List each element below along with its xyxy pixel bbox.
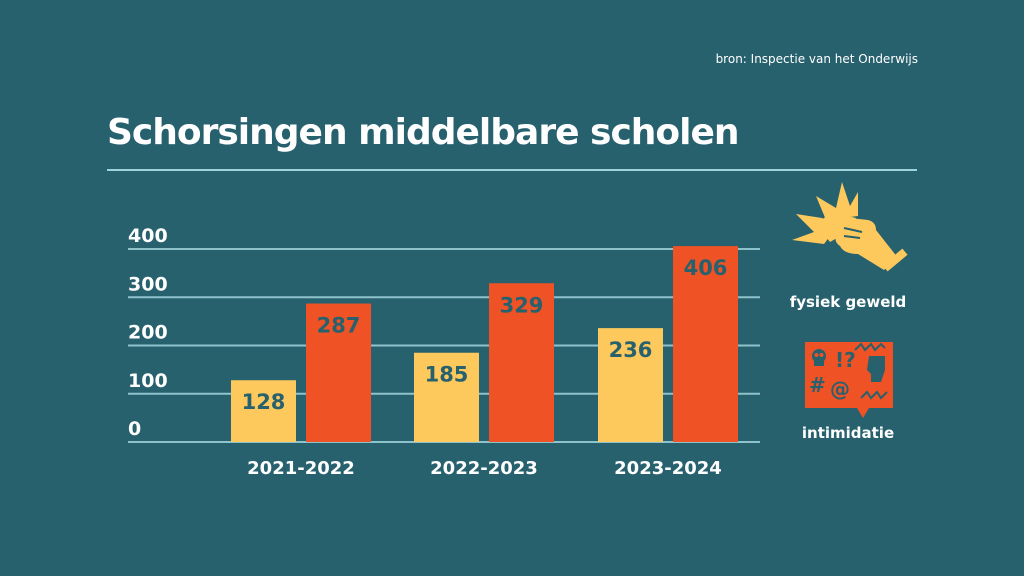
source-credit: bron: Inspectie van het Onderwijs bbox=[715, 52, 918, 66]
fist-impact-icon bbox=[792, 182, 908, 272]
y-tick-label: 0 bbox=[128, 418, 141, 440]
bar-value-label: 329 bbox=[500, 293, 544, 317]
speech-bubble-threat-icon: !? # @ bbox=[805, 342, 893, 418]
x-category-label: 2023-2024 bbox=[614, 458, 722, 479]
bar-intimidatie-2023-2024 bbox=[673, 246, 738, 442]
legend-label-intimidatie: intimidatie bbox=[801, 424, 895, 442]
svg-text:#: # bbox=[809, 373, 826, 397]
bar-fysiek-geweld-2022-2023 bbox=[414, 352, 479, 442]
bar-value-label: 406 bbox=[684, 256, 728, 280]
y-tick-label: 300 bbox=[128, 273, 168, 295]
y-tick-label: 100 bbox=[128, 370, 168, 392]
svg-text:!?: !? bbox=[835, 348, 856, 372]
y-tick-label: 400 bbox=[128, 225, 168, 247]
bar-value-label: 128 bbox=[242, 390, 286, 414]
x-category-label: 2022-2023 bbox=[430, 458, 538, 479]
bar-intimidatie-2021-2022 bbox=[306, 303, 371, 442]
bar-intimidatie-2022-2023 bbox=[489, 283, 554, 442]
title-divider bbox=[107, 169, 917, 171]
bar-value-label: 287 bbox=[317, 314, 361, 338]
bar-value-label: 185 bbox=[425, 363, 469, 387]
bar-value-label: 236 bbox=[609, 338, 653, 362]
bar-fysiek-geweld-2023-2024 bbox=[598, 328, 663, 442]
y-tick-label: 200 bbox=[128, 322, 168, 344]
x-category-label: 2021-2022 bbox=[247, 458, 355, 479]
bar-fysiek-geweld-2021-2022 bbox=[231, 380, 296, 442]
svg-text:@: @ bbox=[830, 377, 850, 401]
chart-title: Schorsingen middelbare scholen bbox=[107, 112, 740, 153]
legend-label-fysiek-geweld: fysiek geweld bbox=[789, 293, 907, 311]
